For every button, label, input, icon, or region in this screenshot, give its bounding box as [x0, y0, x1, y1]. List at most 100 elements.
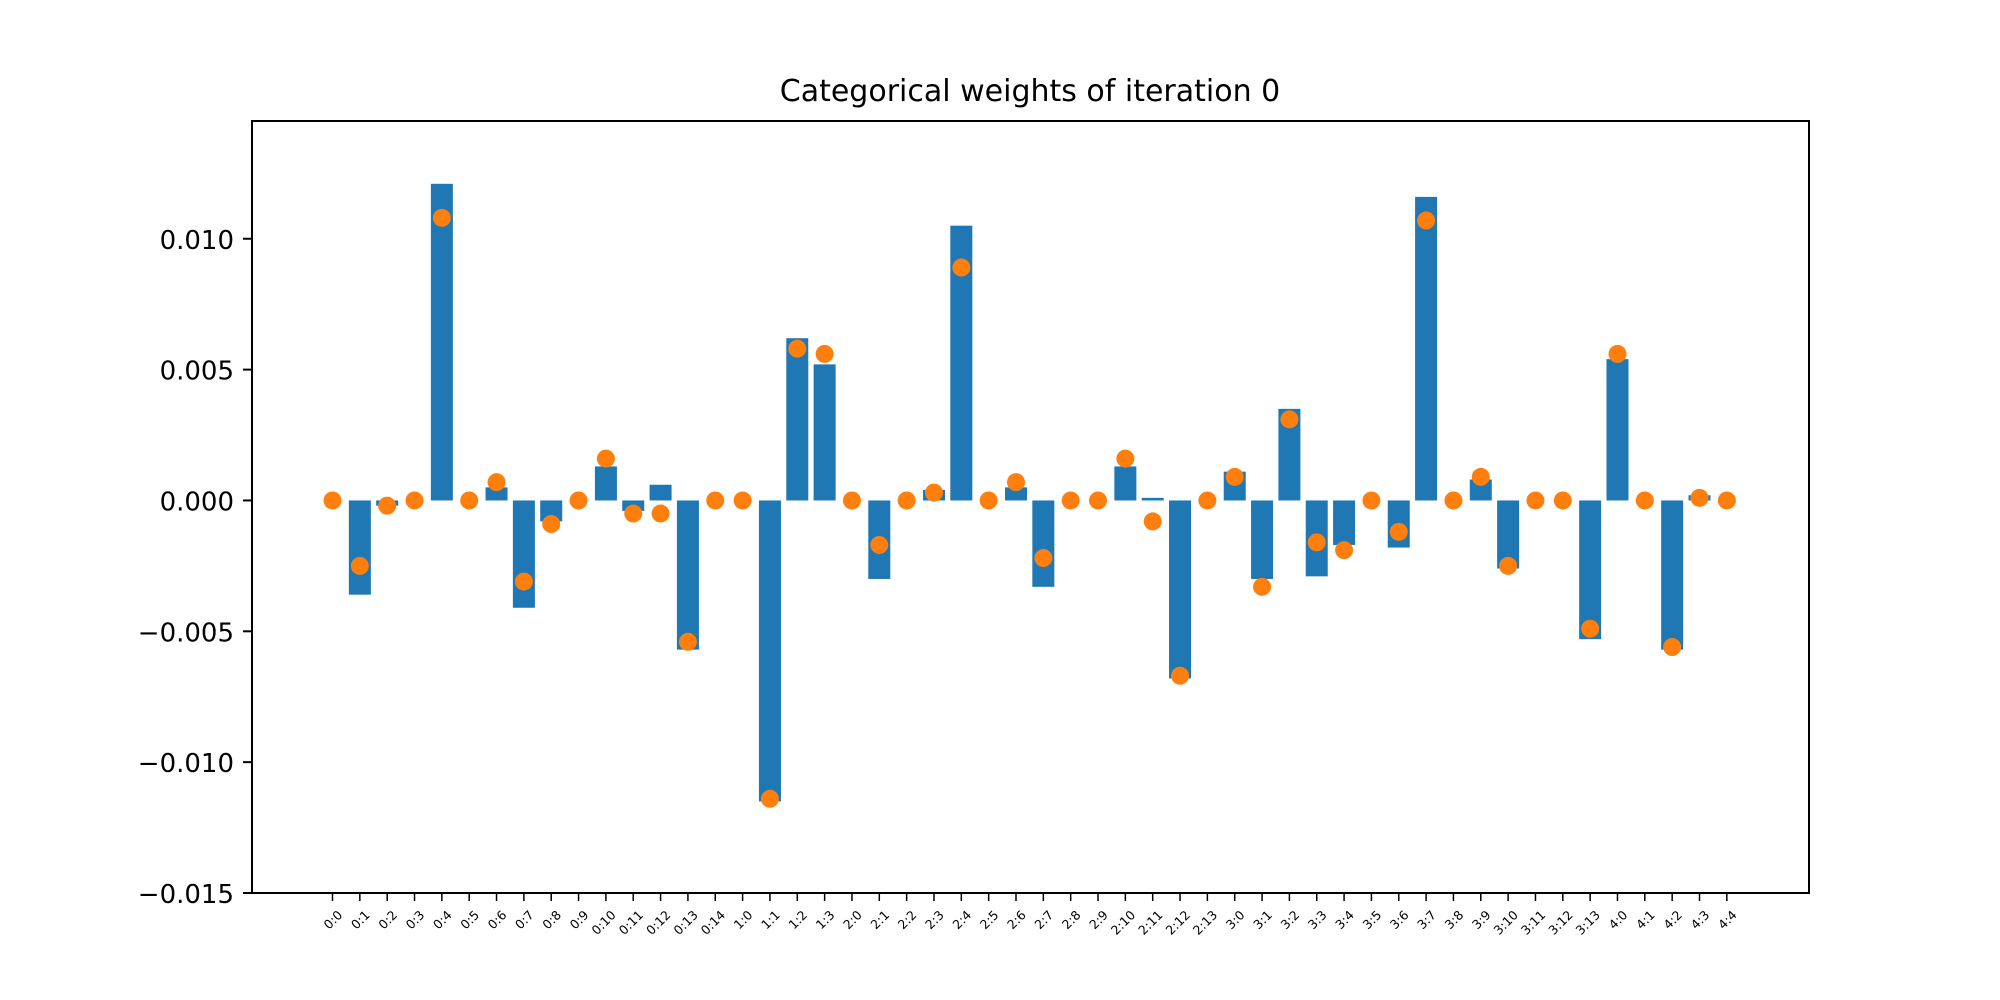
x-tick-label: 2:13 [1190, 907, 1220, 937]
point-2-12 [1171, 666, 1190, 685]
y-tick-label: 0.010 [160, 226, 234, 256]
x-tick-label: 3:2 [1277, 907, 1302, 932]
point-3-9 [1471, 467, 1490, 486]
point-series [323, 208, 1736, 808]
point-1-3 [815, 344, 834, 363]
bar-0-4 [430, 183, 453, 501]
x-tick-label: 0:0 [321, 907, 346, 932]
point-0-0 [323, 491, 342, 510]
bar-2-11 [1141, 497, 1164, 501]
point-2-8 [1061, 491, 1080, 510]
bar-series [348, 183, 1711, 802]
bar-3-10 [1497, 500, 1520, 569]
point-1-2 [788, 339, 807, 358]
point-3-5 [1362, 491, 1381, 510]
x-tick-label: 0:1 [348, 907, 373, 932]
x-tick-label: 3:11 [1518, 907, 1548, 937]
bar-0-1 [348, 500, 371, 595]
point-2-4 [952, 258, 971, 277]
x-tick-label: 0:12 [643, 907, 673, 937]
x-tick-label: 2:5 [977, 907, 1002, 932]
bar-3-9 [1469, 479, 1492, 501]
y-tick-label: −0.005 [138, 618, 234, 648]
bar-3-13 [1579, 500, 1602, 640]
point-3-3 [1307, 533, 1326, 552]
x-tick-label: 3:4 [1332, 907, 1357, 932]
x-tick-label: 3:6 [1387, 907, 1412, 932]
x-tick-label: 0:8 [539, 907, 564, 932]
bar-0-10 [594, 466, 617, 501]
x-tick-label: 3:3 [1305, 907, 1330, 932]
bar-1-1 [758, 500, 781, 802]
x-tick-label: 0:13 [670, 907, 700, 937]
x-tick-label: 1:1 [758, 907, 783, 932]
point-0-9 [569, 491, 588, 510]
point-3-12 [1553, 491, 1572, 510]
y-axis: 0.010 0.005 0.000 −0.005 −0.010 −0.015 [138, 226, 252, 910]
point-2-5 [979, 491, 998, 510]
x-tick-label: 0:10 [588, 907, 618, 937]
bar-2-7 [1032, 500, 1055, 587]
x-tick-label: 0:9 [567, 907, 592, 932]
x-tick-label: 3:9 [1469, 907, 1494, 932]
point-4-0 [1608, 344, 1627, 363]
x-tick-label: 3:12 [1545, 907, 1575, 937]
point-3-13 [1581, 619, 1600, 638]
x-tick-label: 3:1 [1250, 907, 1275, 932]
x-tick-label: 3:10 [1491, 907, 1521, 937]
point-2-11 [1143, 512, 1162, 531]
point-0-8 [542, 515, 561, 534]
y-tick-label: 0.000 [160, 487, 234, 517]
plot-frame [251, 120, 1810, 894]
point-0-5 [460, 491, 479, 510]
x-tick-label: 4:1 [1633, 907, 1658, 932]
bar-2-10 [1114, 466, 1137, 501]
point-1-0 [733, 491, 752, 510]
chart-title: Categorical weights of iteration 0 [780, 74, 1281, 109]
point-4-1 [1635, 491, 1654, 510]
x-tick-label: 0:11 [616, 907, 646, 937]
point-2-10 [1116, 449, 1135, 468]
x-tick-label: 4:4 [1715, 907, 1740, 932]
bar-3-2 [1278, 408, 1301, 501]
point-4-3 [1690, 488, 1709, 507]
y-tick-label: 0.005 [160, 357, 234, 387]
x-tick-label: 3:8 [1442, 907, 1467, 932]
point-3-8 [1444, 491, 1463, 510]
point-0-6 [487, 473, 506, 492]
point-3-1 [1253, 577, 1272, 596]
x-tick-label: 2:9 [1086, 907, 1111, 932]
point-0-3 [405, 491, 424, 510]
x-tick-label: 2:12 [1162, 907, 1192, 937]
x-tick-label: 2:2 [895, 907, 920, 932]
point-2-1 [870, 535, 889, 554]
x-tick-label: 4:3 [1688, 907, 1713, 932]
x-tick-label: 2:8 [1059, 907, 1084, 932]
x-tick-label: 2:10 [1108, 907, 1138, 937]
point-3-7 [1417, 211, 1436, 230]
bar-2-6 [1005, 487, 1027, 501]
point-3-0 [1225, 467, 1244, 486]
point-2-7 [1034, 549, 1053, 568]
x-tick-label: 0:4 [430, 907, 455, 932]
x-axis: 0:0 0:1 0:2 0:3 0:4 0:5 0:6 0:7 0:8 0:90:100:110:… [321, 893, 1740, 938]
bar-2-12 [1169, 500, 1192, 679]
point-0-13 [678, 632, 697, 651]
point-0-1 [350, 556, 369, 575]
point-2-13 [1198, 491, 1217, 510]
x-tick-label: 4:0 [1606, 907, 1631, 932]
point-1-1 [760, 789, 779, 808]
y-tick-label: −0.015 [138, 880, 234, 910]
point-0-10 [596, 449, 615, 468]
x-tick-label: 2:4 [949, 907, 974, 932]
x-tick-label: 1:3 [813, 907, 838, 932]
x-tick-label: 1:2 [785, 907, 810, 932]
point-0-11 [624, 504, 643, 523]
point-2-0 [842, 491, 861, 510]
x-tick-label: 2:6 [1004, 907, 1029, 932]
x-tick-label: 3:13 [1573, 907, 1603, 937]
point-2-6 [1007, 473, 1025, 492]
bar-4-2 [1661, 500, 1684, 650]
bar-3-4 [1333, 500, 1356, 545]
